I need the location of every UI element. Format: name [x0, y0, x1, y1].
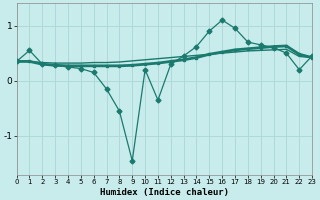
- X-axis label: Humidex (Indice chaleur): Humidex (Indice chaleur): [100, 188, 229, 197]
